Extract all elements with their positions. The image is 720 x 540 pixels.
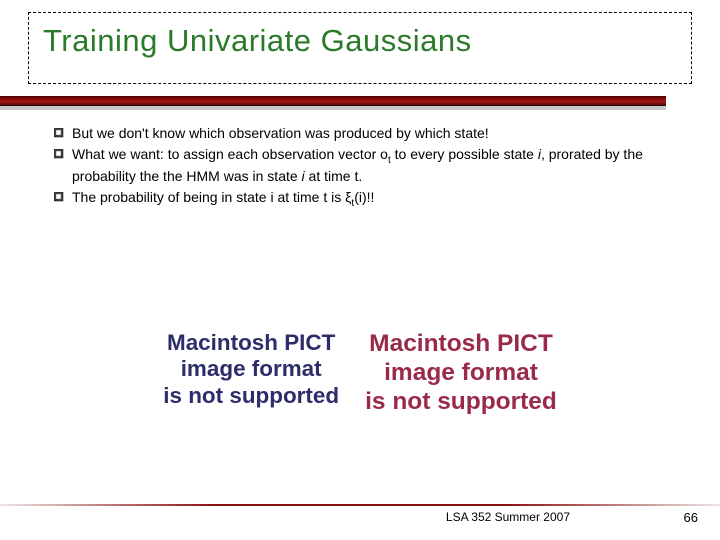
placeholder-line: image format	[365, 359, 557, 388]
page-number: 66	[684, 510, 698, 525]
placeholder-line: is not supported	[163, 383, 339, 409]
list-item: The probability of being in state i at t…	[54, 188, 684, 210]
placeholder-line: image format	[163, 356, 339, 382]
pict-placeholder: Macintosh PICT image format is not suppo…	[365, 330, 557, 416]
bullet-text: But we don't know which observation was …	[72, 124, 684, 143]
bullet-icon	[54, 128, 72, 142]
image-placeholders: Macintosh PICT image format is not suppo…	[0, 330, 720, 416]
footer: LSA 352 Summer 2007 66	[0, 510, 720, 530]
placeholder-line: Macintosh PICT	[365, 330, 557, 359]
divider-bar-shadow	[0, 106, 666, 110]
bullet-list: But we don't know which observation was …	[54, 124, 684, 212]
footer-text: LSA 352 Summer 2007	[446, 510, 570, 524]
pict-placeholder: Macintosh PICT image format is not suppo…	[163, 330, 339, 416]
divider-bar	[0, 96, 666, 106]
placeholder-line: is not supported	[365, 388, 557, 417]
placeholder-line: Macintosh PICT	[163, 330, 339, 356]
slide-title: Training Univariate Gaussians	[43, 23, 677, 59]
bullet-icon	[54, 149, 72, 163]
bullet-text: The probability of being in state i at t…	[72, 188, 684, 210]
footer-divider	[0, 504, 720, 506]
list-item: What we want: to assign each observation…	[54, 145, 684, 186]
title-box: Training Univariate Gaussians	[28, 12, 692, 84]
list-item: But we don't know which observation was …	[54, 124, 684, 143]
bullet-icon	[54, 192, 72, 206]
bullet-text: What we want: to assign each observation…	[72, 145, 684, 186]
